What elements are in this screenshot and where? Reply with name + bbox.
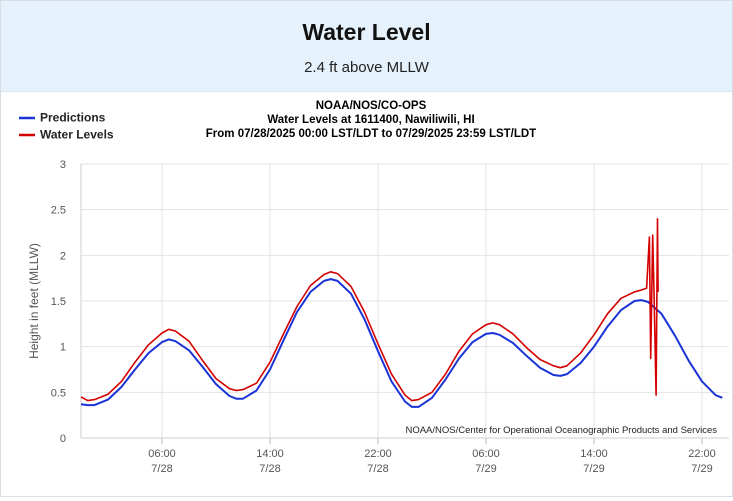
y-tick-label: 2 [60,250,66,262]
series-line-water-levels[interactable] [80,218,659,402]
legend-label-predictions[interactable]: Predictions [40,111,106,125]
grid [80,163,729,439]
chart-container: Predictions Water Levels NOAA/NOS/CO-OPS… [1,92,732,496]
x-tick-label-date: 7/29 [583,463,604,475]
x-tick-label-date: 7/28 [151,463,172,475]
series-line-predictions[interactable] [80,278,723,408]
water-level-chart: Predictions Water Levels NOAA/NOS/CO-OPS… [19,100,729,475]
x-axis-ticks: 06:00 7/28 14:00 7/28 22:00 7/28 06:00 7/29 14:0… [148,438,716,475]
y-tick-label: 1.5 [51,296,66,308]
card-subtitle: 2.4 ft above MLLW [304,59,429,76]
chart-title-line-2: Water Levels at 1611400, Nawiliwili, HI [267,114,474,126]
x-tick-label-time: 06:00 [148,448,176,460]
y-tick-label: 2.5 [51,205,66,217]
chart-title-line-3: From 07/28/2025 00:00 LST/LDT to 07/29/2… [206,128,536,140]
credit-text: NOAA/NOS/Center for Operational Oceanogr… [405,425,717,436]
y-axis-ticks: 0 0.5 1 1.5 2 2.5 3 [51,159,66,445]
y-tick-label: 1 [60,342,66,354]
x-tick-label-time: 22:00 [364,448,392,460]
x-tick-label-date: 7/28 [259,463,280,475]
card-title: Water Level [302,19,431,45]
legend-label-water-levels[interactable]: Water Levels [40,128,114,142]
x-tick-label-time: 14:00 [256,448,284,460]
y-tick-label: 0 [60,433,66,445]
chart-title: NOAA/NOS/CO-OPS Water Levels at 1611400,… [206,100,536,140]
legend: Predictions Water Levels [19,111,114,142]
plot-area [80,218,723,408]
x-tick-label-time: 22:00 [688,448,716,460]
card-header: Water Level 2.4 ft above MLLW [1,1,732,92]
chart-title-line-1: NOAA/NOS/CO-OPS [316,100,427,112]
x-tick-label-time: 06:00 [472,448,500,460]
y-tick-label: 0.5 [51,387,66,399]
x-tick-label-date: 7/29 [475,463,496,475]
x-tick-label-date: 7/29 [691,463,712,475]
x-tick-label-time: 14:00 [580,448,608,460]
y-tick-label: 3 [60,159,66,171]
x-tick-label-date: 7/28 [367,463,388,475]
y-axis-label: Height in feet (MLLW) [27,243,41,359]
